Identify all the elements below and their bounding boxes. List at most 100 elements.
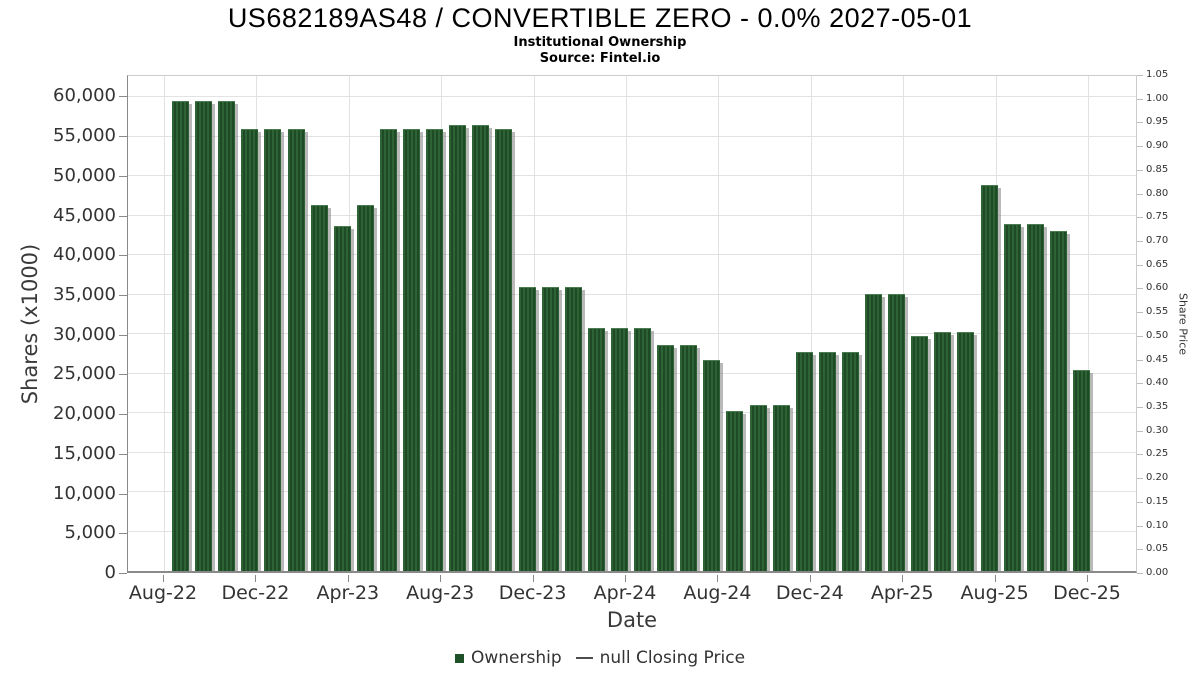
y-axis-title-share-price: Share Price — [1176, 292, 1190, 356]
ownership-bar[interactable] — [333, 225, 351, 571]
y-right-tick-mark — [1137, 193, 1143, 195]
y-right-tick-mark — [1137, 501, 1143, 503]
y-right-tick-mark — [1137, 573, 1143, 574]
x-tick-label: Dec-23 — [498, 582, 567, 604]
horizontal-gridline — [128, 214, 1136, 216]
ownership-bar[interactable] — [1049, 230, 1067, 571]
vertical-gridline — [718, 76, 720, 571]
ownership-bar[interactable] — [610, 327, 628, 571]
y-right-tick-label: 0.90 — [1146, 140, 1169, 152]
y-left-tick-mark — [119, 414, 127, 416]
ownership-bar[interactable] — [587, 327, 605, 571]
ownership-bar[interactable] — [749, 405, 767, 571]
x-tick-mark — [532, 575, 534, 582]
ownership-bar[interactable] — [772, 405, 790, 571]
ownership-bar[interactable] — [426, 129, 444, 571]
ownership-bar[interactable] — [680, 345, 698, 571]
ownership-bar[interactable] — [218, 101, 236, 571]
y-right-tick-label: 0.20 — [1146, 472, 1169, 484]
x-tick-mark — [347, 575, 349, 582]
horizontal-gridline — [128, 254, 1136, 256]
y-right-tick-mark — [1137, 549, 1143, 551]
ownership-bar[interactable] — [703, 360, 721, 571]
y-right-tick-mark — [1137, 75, 1143, 76]
y-left-tick-label: 10,000 — [53, 482, 116, 504]
y-right-tick-mark — [1137, 359, 1143, 361]
x-tick-label: Dec-25 — [1053, 582, 1121, 604]
x-tick-label: Apr-25 — [870, 582, 934, 604]
x-tick-label: Dec-22 — [221, 582, 290, 604]
ownership-bar[interactable] — [172, 101, 189, 571]
horizontal-gridline — [128, 412, 1136, 414]
ownership-bar[interactable] — [241, 129, 259, 571]
x-tick-mark — [717, 575, 719, 582]
ownership-bar[interactable] — [980, 184, 998, 571]
ownership-bar[interactable] — [934, 332, 952, 571]
y-left-tick-mark — [119, 295, 127, 296]
ownership-bar[interactable] — [657, 345, 675, 571]
vertical-gridline — [810, 76, 812, 571]
ownership-bar[interactable] — [195, 101, 213, 571]
y-left-tick-mark — [119, 96, 127, 98]
y-right-tick-label: 0.60 — [1146, 282, 1169, 294]
ownership-bar[interactable] — [911, 336, 929, 571]
ownership-bar[interactable] — [726, 411, 744, 571]
ownership-bar[interactable] — [564, 287, 582, 571]
ownership-bar[interactable] — [888, 293, 906, 571]
ownership-bar[interactable] — [472, 124, 490, 571]
chart-subtitle: Institutional Ownership — [513, 35, 687, 50]
x-tick-mark — [809, 575, 811, 582]
y-right-tick-mark — [1137, 217, 1143, 219]
ownership-bar[interactable] — [495, 129, 513, 571]
y-left-tick-mark — [119, 334, 127, 336]
ownership-bar[interactable] — [818, 352, 836, 571]
y-right-tick-mark — [1137, 288, 1143, 290]
ownership-bar[interactable] — [841, 352, 859, 571]
ownership-bar[interactable] — [634, 327, 651, 571]
ownership-bar[interactable] — [1003, 224, 1021, 571]
ownership-bar[interactable] — [1072, 370, 1090, 571]
y-right-tick-mark — [1137, 241, 1143, 242]
ownership-bar[interactable] — [356, 205, 374, 571]
y-left-tick-mark — [119, 573, 127, 574]
ownership-bar[interactable] — [518, 287, 536, 571]
y-left-tick-label: 35,000 — [53, 284, 116, 305]
y-left-tick-mark — [119, 175, 127, 177]
ownership-bar[interactable] — [403, 129, 420, 571]
closing-price-legend-label[interactable]: null Closing Price — [599, 648, 746, 668]
ownership-bar[interactable] — [541, 287, 559, 571]
horizontal-gridline — [128, 372, 1136, 374]
y-right-tick-label: 0.00 — [1146, 567, 1169, 578]
ownership-bar[interactable] — [865, 293, 882, 571]
ownership-bar[interactable] — [379, 129, 397, 571]
y-right-tick-label: 0.75 — [1146, 211, 1169, 223]
y-right-tick-mark — [1137, 264, 1143, 266]
y-left-tick-label: 15,000 — [53, 442, 116, 464]
y-right-tick-mark — [1137, 525, 1143, 527]
y-right-tick-label: 0.95 — [1146, 116, 1169, 128]
y-right-tick-mark — [1137, 122, 1143, 124]
ownership-bar[interactable] — [287, 129, 305, 571]
ownership-bar[interactable] — [1026, 224, 1044, 571]
ownership-bar[interactable] — [957, 332, 975, 571]
y-right-tick-label: 0.55 — [1146, 306, 1169, 318]
x-tick-mark — [1087, 575, 1088, 582]
ownership-bar[interactable] — [449, 124, 467, 571]
y-right-tick-mark — [1137, 146, 1143, 148]
ownership-bar[interactable] — [264, 129, 282, 571]
legend: Ownership null Closing Price — [0, 645, 1200, 671]
y-left-tick-mark — [119, 255, 127, 257]
y-left-tick-label: 0 — [104, 562, 116, 583]
ownership-legend-label[interactable]: Ownership — [470, 648, 562, 668]
x-tick-mark — [255, 575, 257, 582]
y-right-tick-label: 0.15 — [1146, 495, 1169, 507]
ownership-bar[interactable] — [795, 352, 813, 571]
ownership-bar[interactable] — [310, 205, 328, 571]
x-tick-mark — [994, 575, 996, 582]
y-left-tick-label: 20,000 — [53, 403, 116, 425]
y-right-tick-mark — [1137, 383, 1143, 385]
horizontal-gridline — [128, 333, 1136, 335]
y-right-tick-mark — [1137, 430, 1143, 432]
y-right-tick-label: 0.05 — [1146, 543, 1169, 555]
y-left-tick-label: 45,000 — [53, 204, 116, 226]
